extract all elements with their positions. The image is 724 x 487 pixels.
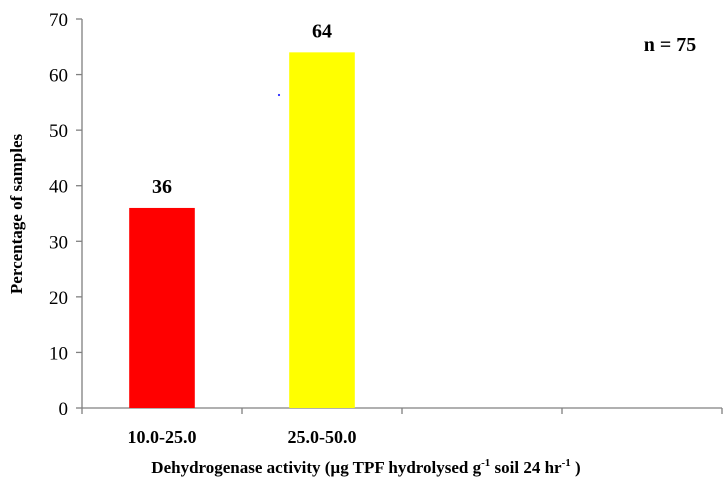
x-axis-title-middle: soil 24 hr bbox=[490, 458, 562, 477]
y-tick-label: 0 bbox=[59, 399, 69, 420]
y-tick-label: 60 bbox=[49, 66, 68, 87]
x-category-label: 10.0-25.0 bbox=[128, 427, 197, 447]
x-category-label: 25.0-50.0 bbox=[288, 427, 357, 447]
y-tick-label: 50 bbox=[49, 121, 68, 142]
bar-value-label: 36 bbox=[152, 176, 172, 198]
y-tick-label: 20 bbox=[49, 288, 68, 309]
stray-dot-marker bbox=[277, 93, 281, 97]
y-ticks: 0 10 20 30 40 50 60 70 bbox=[49, 10, 82, 420]
x-axis-title: Dehydrogenase activity (µg TPF hydrolyse… bbox=[151, 457, 580, 477]
category-labels: 10.0-25.0 25.0-50.0 bbox=[128, 427, 357, 447]
y-tick-label: 10 bbox=[49, 343, 68, 364]
bar-2 bbox=[289, 52, 355, 408]
y-tick-label: 30 bbox=[49, 232, 68, 253]
x-axis-title-prefix: Dehydrogenase activity (µg TPF hydrolyse… bbox=[151, 458, 481, 477]
x-axis-title-suffix: ) bbox=[571, 458, 581, 477]
x-axis-title-sup2: -1 bbox=[562, 457, 571, 469]
y-tick-label: 70 bbox=[49, 10, 68, 31]
sample-size-annotation: n = 75 bbox=[644, 34, 697, 56]
bar-1 bbox=[129, 207, 195, 408]
bar-value-label: 64 bbox=[312, 20, 332, 42]
y-axis-title: Percentage of samples bbox=[7, 134, 26, 295]
bars bbox=[129, 52, 355, 408]
x-axis-title-sup1: -1 bbox=[481, 457, 490, 469]
x-ticks bbox=[81, 408, 723, 414]
data-labels: 36 64 bbox=[152, 20, 332, 198]
y-tick-label: 40 bbox=[49, 177, 68, 198]
